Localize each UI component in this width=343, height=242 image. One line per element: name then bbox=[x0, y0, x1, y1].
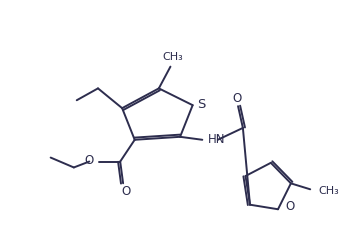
Text: O: O bbox=[121, 185, 131, 198]
Text: O: O bbox=[233, 92, 242, 105]
Text: CH₃: CH₃ bbox=[162, 52, 183, 62]
Text: CH₃: CH₃ bbox=[318, 186, 339, 196]
Text: HN: HN bbox=[208, 133, 226, 146]
Text: S: S bbox=[198, 98, 206, 111]
Text: O: O bbox=[286, 200, 295, 213]
Text: O: O bbox=[85, 154, 94, 167]
